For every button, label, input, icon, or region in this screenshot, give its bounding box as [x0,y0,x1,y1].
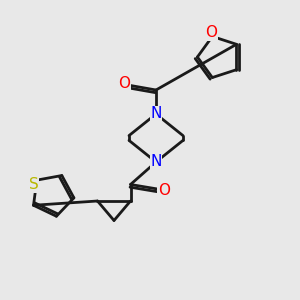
Text: N: N [150,154,162,169]
Text: O: O [205,26,217,40]
Text: O: O [118,76,130,92]
Text: O: O [158,183,170,198]
Text: S: S [29,177,39,192]
Text: N: N [150,106,162,122]
